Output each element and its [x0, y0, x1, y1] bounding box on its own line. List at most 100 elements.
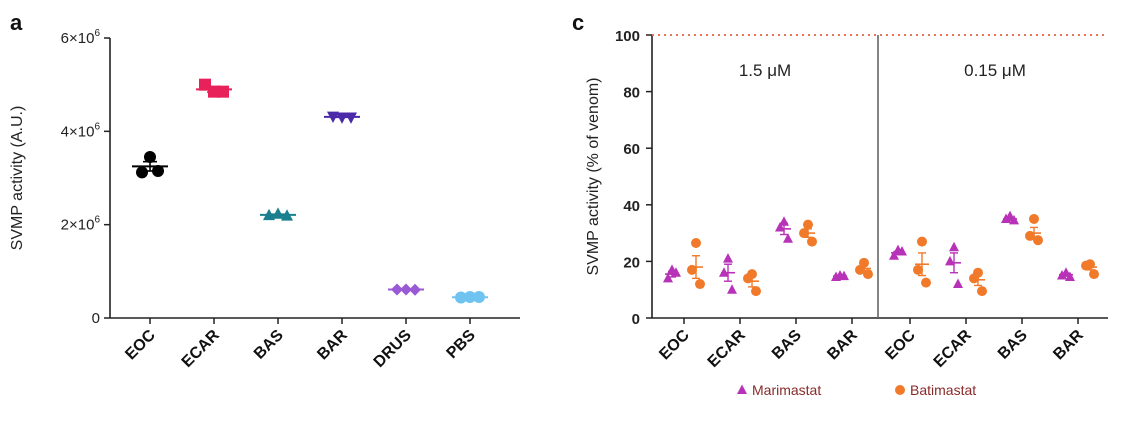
panel-letter-a: a	[10, 10, 23, 35]
x-tick-label-c: ECAR	[931, 326, 975, 370]
x-tick-label-a: ECAR	[179, 326, 223, 370]
legend-label: Marimastat	[752, 382, 821, 398]
y-tick-label-a: 0	[92, 310, 100, 327]
data-point-c	[743, 273, 753, 284]
data-point-c	[687, 264, 697, 275]
legend-entry-batimastat: Batimastat	[895, 382, 976, 398]
data-point-a	[473, 291, 485, 303]
group-label-0: 1.5 μM	[739, 61, 791, 80]
data-point-a	[400, 283, 412, 296]
data-point-c	[969, 273, 979, 284]
series-a-drus	[388, 283, 424, 296]
data-point-a	[409, 283, 421, 296]
data-point-c	[1033, 235, 1043, 246]
data-point-a	[281, 209, 293, 221]
chart-c: 0 20 40 60 80 100 SVMP activity (% of venom) 1.…	[585, 28, 1108, 398]
series-a-ecar	[196, 78, 232, 98]
legend-label: Batimastat	[910, 382, 976, 398]
data-point-c	[949, 241, 959, 252]
data-point-a	[144, 151, 156, 163]
x-tick-label-c: BAR	[824, 326, 861, 363]
x-tick-label-c: ECAR	[705, 326, 749, 370]
y-tick-label-c: 60	[623, 141, 640, 158]
data-point-c	[953, 278, 963, 289]
data-point-c	[897, 245, 907, 256]
x-tick-label-c: BAS	[769, 327, 805, 363]
y-tick-label-c: 100	[615, 28, 640, 45]
data-point-c	[1057, 270, 1067, 280]
data-point-c	[695, 279, 705, 290]
data-point-c	[663, 272, 673, 283]
series-c-batimastat	[687, 213, 1099, 297]
data-point-c	[803, 219, 813, 230]
data-point-c	[1089, 269, 1099, 280]
data-point-a	[345, 112, 357, 124]
data-point-c	[1081, 260, 1091, 271]
data-point-c	[779, 216, 789, 226]
data-point-c	[831, 271, 841, 281]
series-a-bar	[324, 111, 360, 124]
data-point-a	[455, 291, 467, 304]
x-tick-label-a: BAR	[314, 326, 351, 363]
x-tick-label-a: DRUS	[371, 327, 415, 371]
data-point-c	[917, 236, 927, 247]
data-point-a	[152, 165, 164, 177]
series-c-marimastat	[663, 210, 1075, 294]
data-point-a	[391, 283, 403, 296]
data-point-c	[671, 267, 681, 277]
x-tick-label-c: EOC	[656, 326, 693, 363]
data-point-c	[1065, 271, 1075, 281]
data-point-c	[775, 221, 785, 232]
x-tick-label-c: BAS	[995, 327, 1031, 363]
data-point-a	[217, 85, 229, 98]
legend-entry-marimastat: Marimastat	[737, 382, 821, 398]
y-tick-label-c: 80	[623, 85, 640, 102]
data-point-c	[1029, 213, 1039, 224]
data-point-c	[945, 255, 955, 266]
data-point-a	[263, 208, 275, 221]
data-point-c	[783, 233, 793, 243]
data-point-c	[799, 228, 809, 239]
data-point-c	[723, 253, 733, 263]
y-tick-label-c: 40	[623, 198, 640, 215]
data-point-c	[913, 264, 923, 275]
x-tick-label-c: EOC	[882, 326, 919, 363]
series-a-bas	[260, 207, 296, 221]
data-point-c	[727, 284, 737, 294]
y-tick-label-a: 2×106	[61, 215, 101, 234]
data-point-c	[1001, 213, 1011, 223]
x-tick-label-a: EOC	[122, 326, 159, 363]
data-point-c	[889, 250, 899, 260]
data-point-c	[807, 236, 817, 247]
data-point-a	[136, 166, 148, 179]
data-point-c	[863, 269, 873, 280]
y-axis-title-a: SVMP activity (A.U.)	[9, 106, 26, 251]
x-tick-label-c: BAR	[1050, 326, 1087, 363]
legend-marker	[737, 384, 747, 394]
data-point-c	[1025, 230, 1035, 241]
data-point-c	[691, 238, 701, 249]
y-tick-label-c: 20	[623, 254, 640, 271]
y-tick-label-a: 4×106	[61, 121, 101, 140]
data-point-c	[719, 267, 729, 277]
y-tick-label-a: 6×106	[61, 28, 101, 47]
data-point-c	[751, 286, 761, 297]
data-point-c	[977, 286, 987, 297]
group-label-1: 0.15 μM	[964, 61, 1026, 80]
y-tick-label-c: 0	[632, 311, 640, 328]
chart-a: 0 2×106 4×106 6×106 SVMP activity (A.U.) EOC E…	[9, 28, 520, 371]
series-a-pbs	[452, 291, 488, 304]
x-tick-label-a: PBS	[444, 327, 480, 363]
data-point-c	[855, 264, 865, 275]
data-point-a	[336, 112, 348, 124]
series-a-eoc	[132, 151, 168, 179]
legend-marker	[895, 385, 905, 395]
x-tick-label-a: BAS	[251, 327, 287, 363]
data-point-a	[327, 111, 339, 123]
data-point-c	[1009, 214, 1019, 225]
data-point-c	[839, 270, 849, 281]
data-point-c	[921, 277, 931, 288]
panel-letter-c: c	[572, 10, 584, 35]
y-axis-title-c: SVMP activity (% of venom)	[585, 78, 602, 276]
